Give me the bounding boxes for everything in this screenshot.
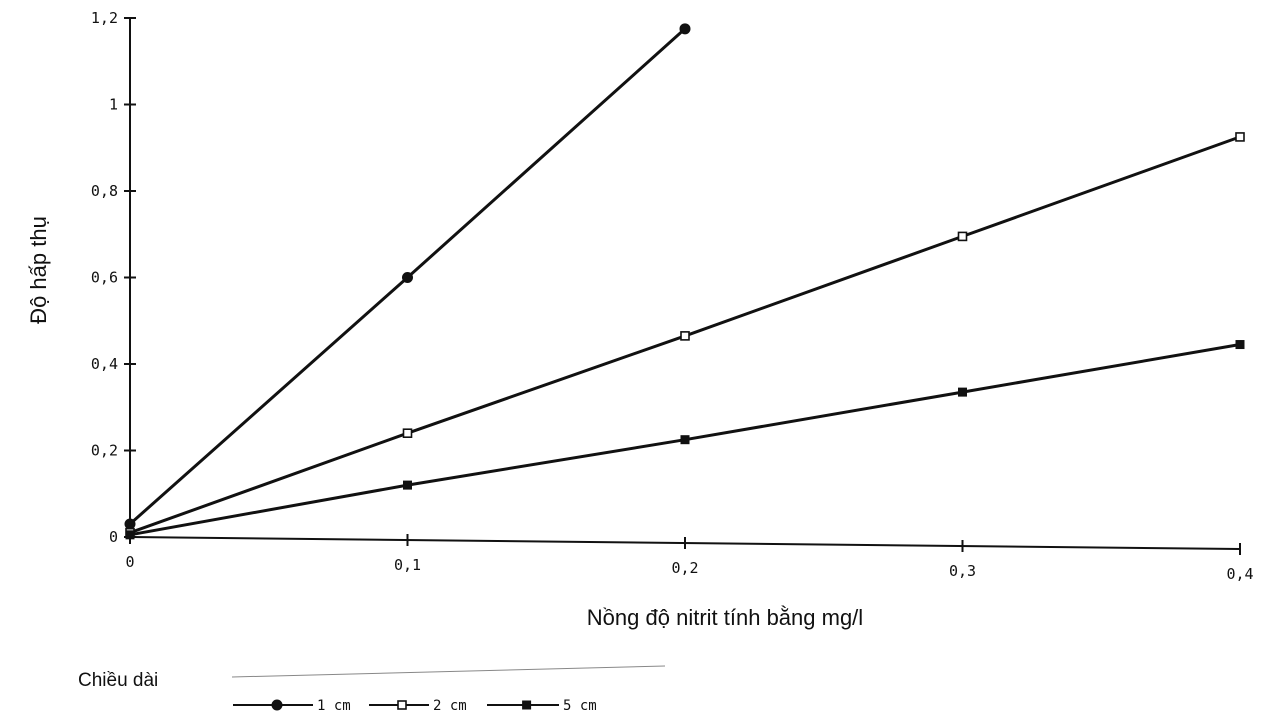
y-tick-label-0-4: 0,4 bbox=[91, 355, 118, 373]
x-tick-label-0: 0 bbox=[125, 553, 134, 571]
data-point-5-cm bbox=[680, 435, 690, 445]
series-1-cm bbox=[124, 23, 691, 530]
x-axis-title: Nồng độ nitrit tính bằng mg/l bbox=[587, 605, 863, 630]
plot-series bbox=[124, 23, 1245, 540]
legend-label-5-cm: 5 cm bbox=[563, 698, 597, 714]
legend-entries: 1 cm 2 cm 5 cm bbox=[233, 698, 597, 714]
legend-label-2-cm: 2 cm bbox=[433, 698, 467, 714]
legend-swatch-marker-1-cm bbox=[271, 699, 283, 711]
legend-title: Chiều dài bbox=[78, 670, 158, 691]
x-tick-label-0-3: 0,3 bbox=[949, 562, 976, 580]
data-point-2-cm bbox=[680, 331, 690, 341]
data-point-5-cm bbox=[125, 530, 135, 540]
legend: Chiều dài 1 cm 2 cm 5 cm bbox=[78, 665, 666, 714]
x-tick-label-0-2: 0,2 bbox=[671, 559, 698, 577]
y-tick-label-1: 1 bbox=[109, 96, 118, 114]
data-point-2-cm bbox=[402, 428, 413, 439]
y-tick-label-1-2: 1,2 bbox=[91, 9, 118, 27]
y-tick-label-0-2: 0,2 bbox=[91, 442, 118, 460]
y-axis-title: Độ hấp thụ bbox=[26, 216, 51, 324]
data-point-1-cm bbox=[679, 23, 691, 35]
legend-top-rule bbox=[231, 665, 666, 678]
legend-swatch-marker-2-cm bbox=[397, 700, 407, 710]
y-tick-label-0-8: 0,8 bbox=[91, 182, 118, 200]
data-point-2-cm bbox=[957, 231, 968, 242]
plot-axes: 0 0,1 0,2 0,3 0,4 0 0,2 0,4 0,6 0,8 1 1,2 bbox=[91, 9, 1254, 583]
series-5-cm bbox=[125, 340, 1245, 540]
y-tick-label-0-6: 0,6 bbox=[91, 269, 118, 287]
y-tick-label-0: 0 bbox=[109, 528, 118, 546]
legend-swatch-marker-5-cm bbox=[522, 700, 532, 710]
x-tick-label-0-1: 0,1 bbox=[394, 556, 421, 574]
data-point-2-cm bbox=[1235, 132, 1245, 142]
legend-label-1-cm: 1 cm bbox=[317, 698, 351, 714]
x-tick-label-0-4: 0,4 bbox=[1226, 565, 1253, 583]
series-2-cm bbox=[125, 132, 1245, 538]
data-point-5-cm bbox=[1235, 340, 1245, 350]
data-point-5-cm bbox=[403, 480, 412, 490]
data-point-1-cm bbox=[124, 518, 136, 530]
data-point-1-cm bbox=[402, 272, 413, 283]
data-point-5-cm bbox=[958, 387, 967, 397]
